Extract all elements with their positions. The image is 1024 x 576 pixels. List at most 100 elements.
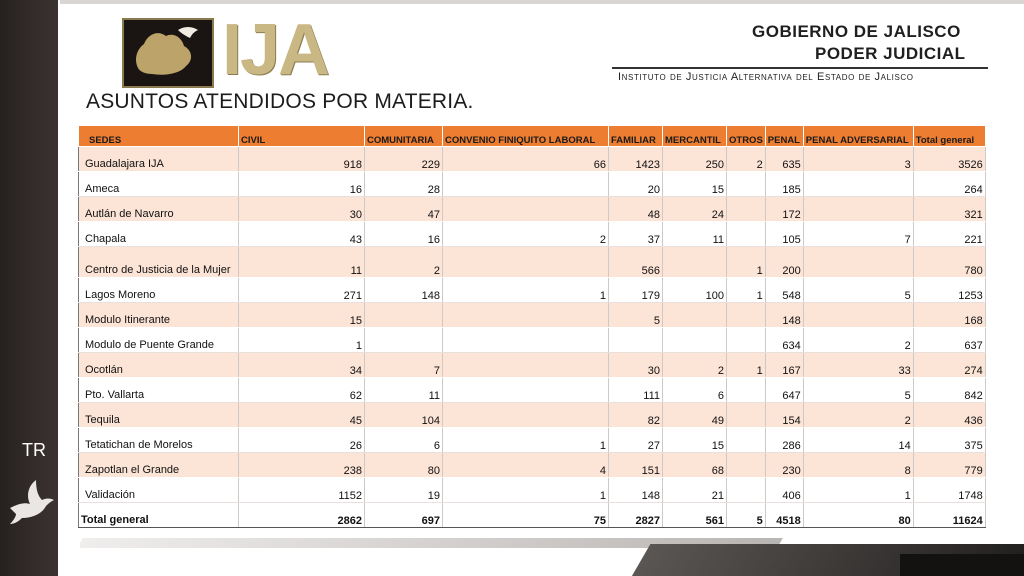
side-label: TR <box>22 440 46 460</box>
value-cell: 635 <box>765 146 804 172</box>
sede-name-cell: Autlán de Navarro <box>78 196 239 222</box>
total-value-cell: 2827 <box>608 502 663 528</box>
value-cell: 11 <box>662 221 727 247</box>
value-cell <box>726 427 766 453</box>
value-cell: 30 <box>238 196 365 222</box>
page-title: ASUNTOS ATENDIDOS POR MATERIA. <box>86 90 474 113</box>
value-cell: 47 <box>364 196 443 222</box>
sede-name-cell: Centro de Justicia de la Mujer <box>78 246 239 278</box>
value-cell <box>726 327 766 353</box>
value-cell: 238 <box>238 452 365 478</box>
sede-name-cell: Ameca <box>78 171 239 197</box>
table-row: Autlán de Navarro 30 47 48 24 172 321 <box>78 196 986 222</box>
value-cell: 842 <box>913 377 986 403</box>
value-cell: 26 <box>238 427 365 453</box>
sede-name-cell: Lagos Moreno <box>78 277 239 303</box>
table-row: Guadalajara IJA 918 229 66 1423 250 2 635 3 3526 <box>78 146 986 172</box>
value-cell: 406 <box>765 477 804 503</box>
jalisco-map-logo-icon <box>122 18 214 88</box>
value-cell <box>442 171 609 197</box>
table-row: Tetatichan de Morelos 26 6 1 27 15 286 14 375 <box>78 427 986 453</box>
value-cell <box>442 377 609 403</box>
table-row: Modulo de Puente Grande 1 634 2 637 <box>78 327 986 353</box>
value-cell: 2 <box>803 402 914 428</box>
value-cell: 30 <box>608 352 663 378</box>
value-cell <box>726 402 766 428</box>
value-cell: 172 <box>765 196 804 222</box>
value-cell: 780 <box>913 246 986 278</box>
value-cell: 2 <box>803 327 914 353</box>
value-cell <box>364 327 443 353</box>
column-header: PENAL ADVERSARIAL <box>802 125 914 147</box>
value-cell <box>803 196 914 222</box>
value-cell: 566 <box>608 246 663 278</box>
total-label-cell: Total general <box>78 502 239 528</box>
value-cell: 62 <box>238 377 365 403</box>
value-cell: 11 <box>238 246 365 278</box>
value-cell: 1152 <box>238 477 365 503</box>
total-value-cell: 80 <box>803 502 914 528</box>
value-cell: 321 <box>913 196 986 222</box>
value-cell: 264 <box>913 171 986 197</box>
gov-divider <box>612 67 988 69</box>
value-cell <box>442 402 609 428</box>
value-cell <box>726 452 766 478</box>
total-value-cell: 697 <box>364 502 443 528</box>
column-header: Total general <box>912 125 986 147</box>
column-header: OTROS <box>726 125 766 147</box>
total-value-cell: 561 <box>662 502 727 528</box>
value-cell: 19 <box>364 477 443 503</box>
table-row: Ameca 16 28 20 15 185 264 <box>78 171 986 197</box>
value-cell: 34 <box>238 352 365 378</box>
value-cell: 179 <box>608 277 663 303</box>
total-value-cell: 75 <box>442 502 609 528</box>
value-cell: 148 <box>608 477 663 503</box>
value-cell: 637 <box>913 327 986 353</box>
value-cell <box>726 302 766 328</box>
gov-line-1: GOBIERNO DE JALISCO <box>752 22 961 41</box>
value-cell <box>803 246 914 278</box>
total-row: Total general 2862 697 75 2827 561 5 4518 80 1162… <box>78 502 986 528</box>
value-cell: 15 <box>662 427 727 453</box>
value-cell <box>662 246 727 278</box>
value-cell: 45 <box>238 402 365 428</box>
value-cell: 28 <box>364 171 443 197</box>
value-cell: 779 <box>913 452 986 478</box>
table-row: Tequila 45 104 82 49 154 2 436 <box>78 402 986 428</box>
gov-line-2: PODER JUDICIAL <box>815 44 966 63</box>
sede-name-cell: Modulo de Puente Grande <box>78 327 239 353</box>
value-cell: 66 <box>442 146 609 172</box>
sede-name-cell: Chapala <box>78 221 239 247</box>
value-cell: 548 <box>765 277 804 303</box>
value-cell: 21 <box>662 477 727 503</box>
value-cell: 634 <box>765 327 804 353</box>
value-cell: 20 <box>608 171 663 197</box>
value-cell: 11 <box>364 377 443 403</box>
value-cell <box>442 196 609 222</box>
value-cell <box>662 327 727 353</box>
total-value-cell: 4518 <box>765 502 804 528</box>
ija-logo-text: IJA <box>222 10 330 90</box>
value-cell: 8 <box>803 452 914 478</box>
value-cell <box>442 352 609 378</box>
column-header: COMUNITARIA <box>364 125 443 147</box>
value-cell: 1423 <box>608 146 663 172</box>
value-cell: 271 <box>238 277 365 303</box>
value-cell: 200 <box>765 246 804 278</box>
value-cell: 7 <box>364 352 443 378</box>
sede-name-cell: Tetatichan de Morelos <box>78 427 239 453</box>
value-cell: 1 <box>726 246 766 278</box>
value-cell: 7 <box>803 221 914 247</box>
total-value-cell: 2862 <box>238 502 365 528</box>
bottom-decoration <box>80 532 1024 576</box>
value-cell: 27 <box>608 427 663 453</box>
sede-name-cell: Ocotlán <box>78 352 239 378</box>
value-cell: 5 <box>803 377 914 403</box>
value-cell: 15 <box>238 302 365 328</box>
gov-line-3: Instituto de Justicia Alternativa del Es… <box>618 71 914 83</box>
value-cell: 111 <box>608 377 663 403</box>
table-row: Chapala 43 16 2 37 11 105 7 221 <box>78 221 986 247</box>
column-header: FAMILIAR <box>608 125 663 147</box>
value-cell: 1748 <box>913 477 986 503</box>
